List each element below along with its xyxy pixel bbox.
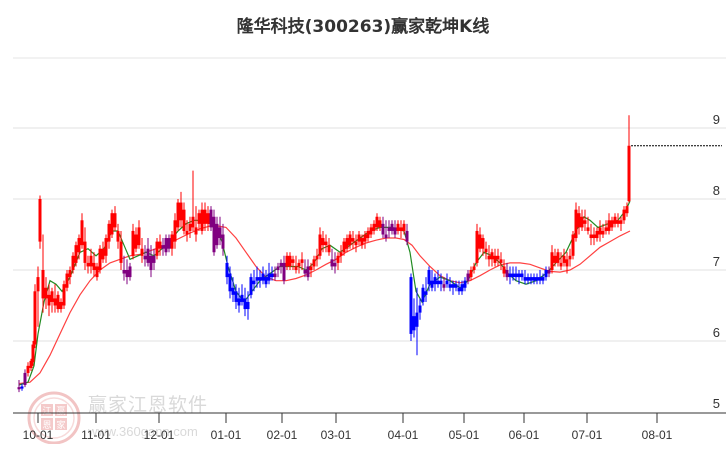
x-tick-label: 11-01	[81, 428, 111, 442]
y-tick-label: 6	[712, 325, 720, 340]
chart-title: 隆华科技(300263)赢家乾坤K线	[236, 17, 490, 37]
y-tick-label: 9	[712, 112, 720, 127]
x-tick-label: 03-01	[320, 428, 352, 442]
x-tick-label: 04-01	[387, 428, 419, 442]
ma-long-line	[18, 225, 631, 385]
x-tick-label: 06-01	[508, 428, 540, 442]
x-tick-label: 10-01	[22, 428, 54, 442]
svg-text:家: 家	[56, 419, 65, 431]
svg-text:恩: 恩	[42, 420, 51, 431]
x-tick-label: 08-01	[641, 428, 673, 442]
x-tick-label: 01-01	[210, 428, 242, 442]
x-tick-label: 12-01	[143, 428, 175, 442]
x-tick-label: 07-01	[571, 428, 603, 442]
svg-text:江: 江	[42, 406, 51, 417]
svg-text:赢: 赢	[56, 405, 65, 417]
y-tick-label: 8	[712, 183, 720, 198]
y-tick-label: 7	[712, 254, 720, 269]
x-tick-label: 02-01	[266, 428, 298, 442]
x-tick-label: 05-01	[448, 428, 480, 442]
y-tick-label: 5	[712, 396, 720, 411]
candles	[17, 115, 631, 393]
watermark-name: 赢家江恩软件	[88, 394, 209, 416]
grid-lines	[13, 57, 726, 342]
x-axis	[13, 412, 726, 423]
watermark-url: www.360gann.com	[88, 424, 198, 439]
